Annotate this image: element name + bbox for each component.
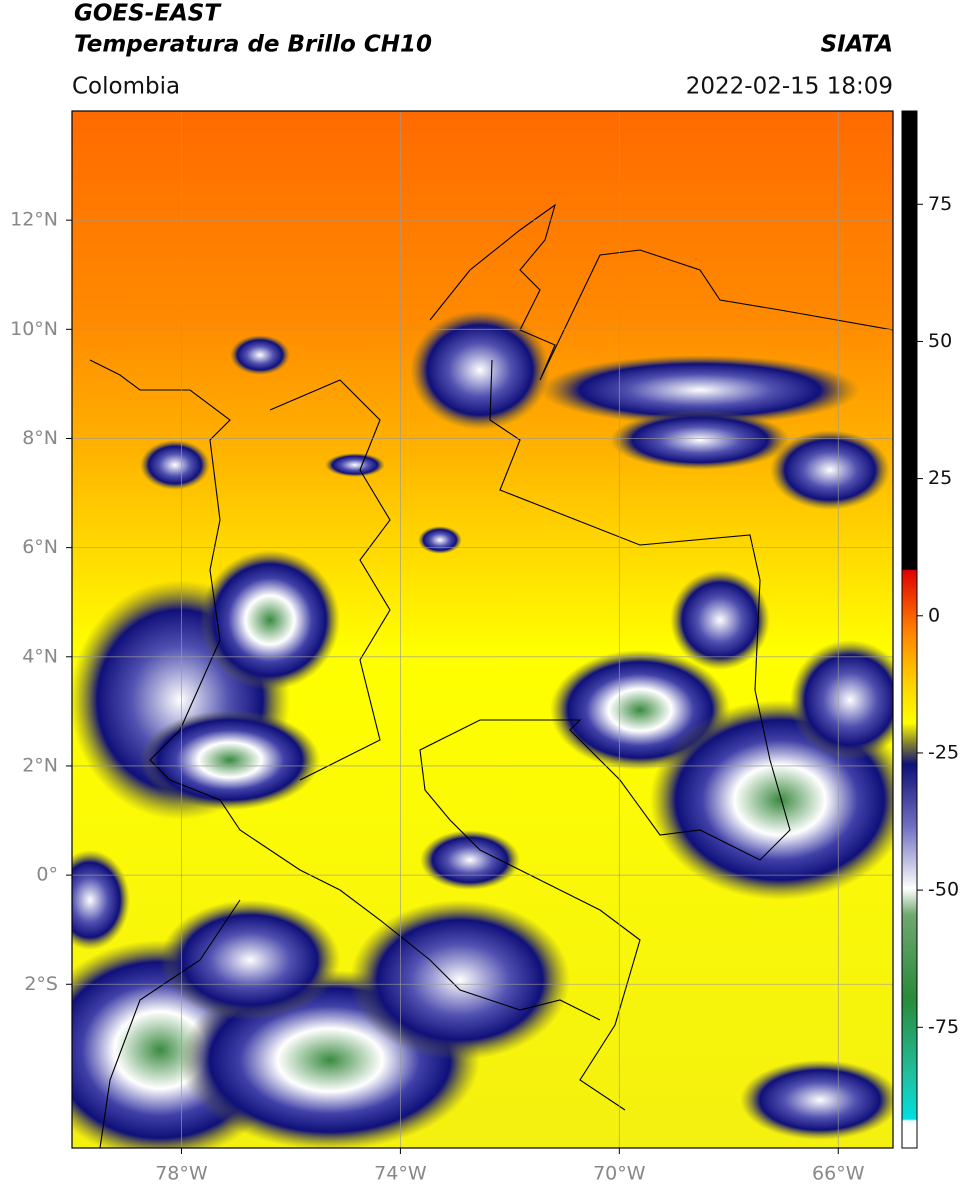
borders — [89, 203, 893, 1148]
y-tick-label: 10°N — [10, 318, 58, 340]
y-tick-label: 4°N — [22, 645, 58, 667]
y-tick-label: 12°N — [10, 209, 58, 231]
colorbar-tick-label: 75 — [928, 193, 952, 215]
map-frame — [71, 110, 894, 1149]
cloud-tops — [72, 310, 893, 1148]
satellite-image — [72, 111, 893, 1148]
colorbar-tick-label: 50 — [928, 330, 952, 352]
y-tick-label: 8°N — [22, 427, 58, 449]
subtitle: Temperatura de Brillo CH10 — [74, 32, 432, 58]
colorbar-tick-label: 25 — [928, 467, 952, 489]
y-tick-label: 2°S — [24, 973, 58, 995]
source: SIATA — [821, 32, 893, 58]
colorbar-ticks: -75 -50 -25 0 25 50 75 — [917, 193, 959, 1038]
x-tick-label: 70°W — [593, 1163, 646, 1185]
y-tick-label: 2°N — [22, 754, 58, 776]
colorbar — [901, 110, 918, 1149]
colorbar-tick-label: -50 — [928, 879, 959, 901]
datetime: 2022-02-15 18:09 — [686, 74, 893, 100]
y-tick-label: 6°N — [22, 536, 58, 558]
colorbar-tick-label: -75 — [928, 1016, 959, 1038]
x-tick-label: 74°W — [374, 1163, 427, 1185]
x-tick-label: 66°W — [812, 1163, 865, 1185]
colorbar-tick-label: 0 — [928, 604, 940, 626]
y-tick-label: 0° — [36, 864, 58, 886]
region: Colombia — [72, 74, 180, 100]
x-tick-label: 78°W — [155, 1163, 208, 1185]
title: GOES-EAST — [74, 1, 222, 27]
graticule: 78°W 74°W 70°W 66°W 2°S 0° 2°N 4°N 6°N 8°N 10°N 12°… — [10, 111, 893, 1185]
colorbar-tick-label: -25 — [928, 741, 959, 763]
